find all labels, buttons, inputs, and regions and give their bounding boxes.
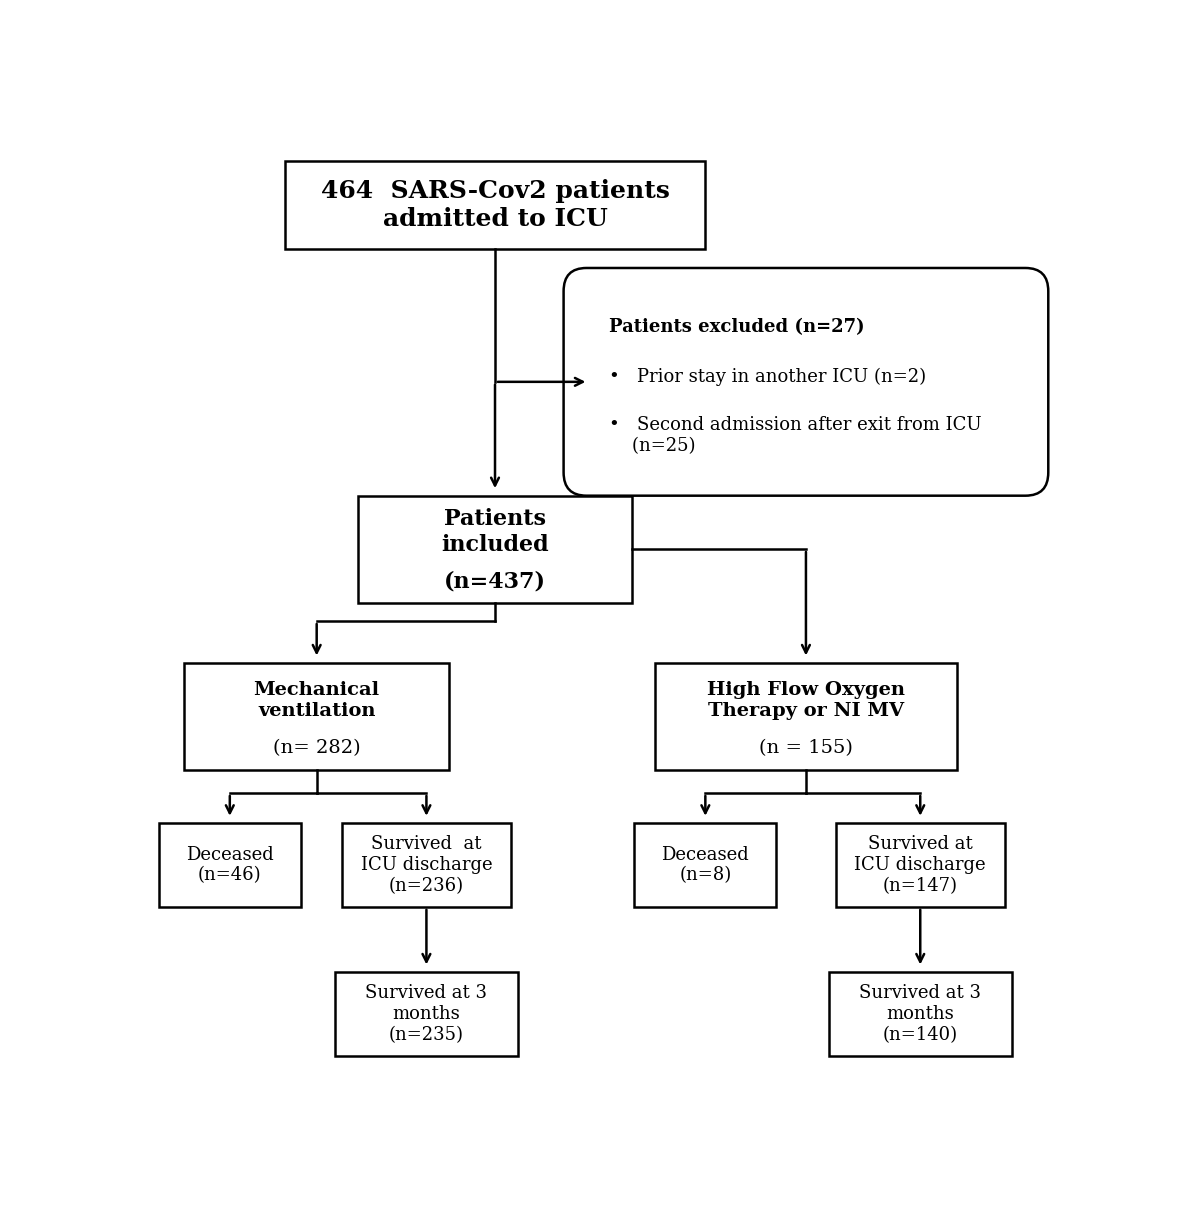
Text: Patients
included: Patients included [441, 508, 549, 555]
Text: Deceased
(n=46): Deceased (n=46) [186, 846, 274, 885]
Bar [635, 823, 776, 906]
Bar [828, 972, 1011, 1056]
Text: Survived at
ICU discharge
(n=147): Survived at ICU discharge (n=147) [854, 835, 986, 894]
Bar [184, 663, 450, 770]
Text: Patients excluded (n=27): Patients excluded (n=27) [609, 319, 865, 337]
Bar [655, 663, 957, 770]
Bar [358, 496, 632, 602]
Text: Survived at 3
months
(n=140): Survived at 3 months (n=140) [859, 984, 982, 1044]
Text: •   Second admission after exit from ICU
    (n=25): • Second admission after exit from ICU (… [609, 416, 982, 455]
Text: Survived at 3
months
(n=235): Survived at 3 months (n=235) [366, 984, 487, 1044]
Text: (n = 155): (n = 155) [759, 740, 853, 758]
Text: High Flow Oxygen
Therapy or NI MV: High Flow Oxygen Therapy or NI MV [707, 681, 905, 719]
Text: Mechanical
ventilation: Mechanical ventilation [254, 681, 380, 719]
Text: 464  SARS-Cov2 patients
admitted to ICU: 464 SARS-Cov2 patients admitted to ICU [321, 180, 669, 232]
Text: (n=437): (n=437) [444, 570, 546, 593]
Bar [284, 161, 706, 250]
Bar [835, 823, 1005, 906]
Text: (n= 282): (n= 282) [273, 740, 361, 758]
Bar [159, 823, 301, 906]
Bar [342, 823, 511, 906]
Text: Deceased
(n=8): Deceased (n=8) [662, 846, 749, 885]
Text: •   Prior stay in another ICU (n=2): • Prior stay in another ICU (n=2) [609, 368, 926, 386]
Bar [335, 972, 518, 1056]
FancyBboxPatch shape [564, 268, 1048, 496]
Text: Survived  at
ICU discharge
(n=236): Survived at ICU discharge (n=236) [361, 835, 492, 894]
